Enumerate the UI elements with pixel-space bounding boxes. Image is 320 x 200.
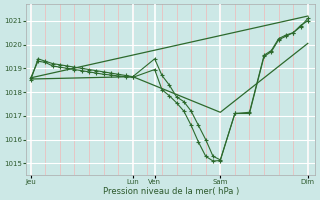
X-axis label: Pression niveau de la mer( hPa ): Pression niveau de la mer( hPa ) <box>103 187 239 196</box>
